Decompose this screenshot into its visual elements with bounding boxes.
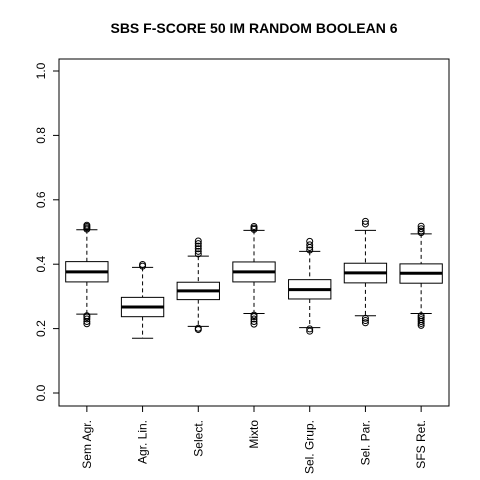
y-axis: 0.0 0.2 0.4 0.6 0.8 1.0 (34, 62, 59, 401)
y-tick-label: 0.0 (34, 384, 48, 401)
outlier-point (417, 314, 425, 322)
x-tick-label: Select. (191, 420, 205, 457)
outlier-point (83, 221, 91, 229)
outlier-point (139, 261, 147, 269)
x-tick-label: Sel. Grup. (303, 420, 317, 474)
x-axis: Sem Agr. Agr. Lin. Select. Mixto Sel. Grup. S… (80, 406, 428, 474)
outlier-point (194, 237, 202, 245)
outlier-point (417, 227, 425, 235)
box-series (65, 217, 443, 339)
chart-title: SBS F-SCORE 50 IM RANDOM BOOLEAN 6 (110, 20, 398, 36)
outlier-point (194, 250, 202, 258)
outlier-point (306, 325, 314, 333)
outlier-point (306, 241, 314, 249)
outlier-point (306, 246, 314, 254)
outlier-point (361, 319, 369, 327)
box-group (176, 237, 220, 334)
outlier-point (83, 320, 91, 328)
box-group (288, 237, 332, 335)
y-tick-label: 1.0 (34, 62, 48, 79)
outlier-point (250, 311, 258, 319)
outlier-point (417, 222, 425, 230)
x-tick-label: Sel. Par. (358, 420, 372, 465)
y-tick-label: 0.8 (34, 127, 48, 144)
outlier-point (250, 320, 258, 328)
outlier-point (361, 314, 369, 322)
outlier-point (361, 317, 369, 325)
outlier-point (194, 324, 202, 332)
outlier-point (361, 220, 369, 228)
outlier-point (250, 223, 258, 231)
outlier-point (417, 225, 425, 233)
y-tick-label: 0.6 (34, 191, 48, 208)
x-tick-label: SFS Ret. (414, 420, 428, 469)
box-group (65, 221, 109, 328)
outlier-point (306, 327, 314, 335)
box-group (232, 223, 276, 328)
x-tick-label: Agr. Lin. (136, 420, 150, 464)
outlier-point (194, 242, 202, 250)
outlier-point (194, 240, 202, 248)
outlier-point (250, 315, 258, 323)
y-tick-label: 0.2 (34, 320, 48, 337)
outlier-point (417, 312, 425, 320)
y-tick-label: 0.4 (34, 256, 48, 273)
outlier-point (194, 247, 202, 255)
box-group (399, 222, 443, 329)
x-tick-label: Sem Agr. (80, 420, 94, 469)
box-group (120, 261, 165, 339)
box-group (343, 217, 388, 327)
outlier-point (361, 217, 369, 225)
outlier-point (306, 237, 314, 245)
outlier-point (194, 245, 202, 253)
outlier-point (83, 315, 91, 323)
plot-frame (58, 58, 450, 407)
outlier-point (417, 316, 425, 324)
x-tick-label: Mixto (247, 420, 261, 449)
outlier-point (83, 312, 91, 320)
